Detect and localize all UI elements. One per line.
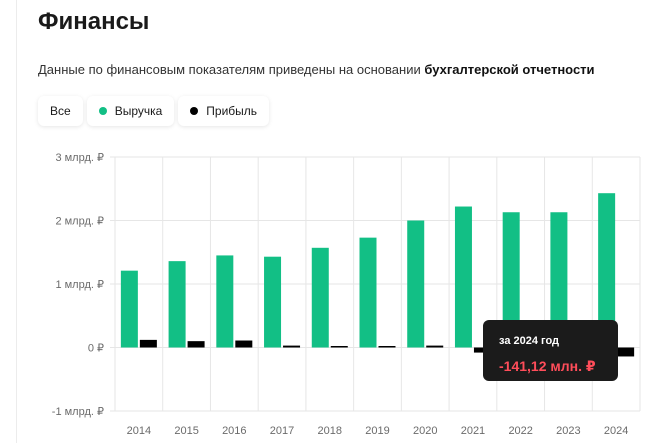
x-tick-label: 2022 [508,425,532,437]
x-tick-label: 2019 [365,425,389,437]
subtitle-text: Данные по финансовым показателям приведе… [38,62,425,77]
tooltip-period: за 2024 год [499,335,560,347]
y-tick-label: 3 млрд. ₽ [55,152,104,164]
profit-bar [283,345,301,348]
x-tick-label: 2018 [318,425,342,437]
x-tick-label: 2023 [556,425,580,437]
revenue-bar [598,193,616,348]
revenue-bar [264,256,282,348]
x-tick-label: 2015 [174,425,198,437]
profit-bar [235,340,253,348]
chart-tooltip: за 2024 год -141,12 млн. ₽ [483,320,618,381]
filter-profit-button[interactable]: Прибыль [178,96,270,126]
filter-revenue-button[interactable]: Выручка [86,96,175,126]
x-tick-label: 2014 [127,425,151,437]
profit-bar [617,347,635,357]
revenue-bar [454,206,472,348]
subtitle-link[interactable]: бухгалтерской отчетности [424,62,595,77]
profit-bar [473,347,491,353]
profit-bar [426,345,444,348]
revenue-bar [216,255,234,348]
x-tick-label: 2024 [604,425,628,437]
page-title: Финансы [38,8,150,35]
filter-all-button[interactable]: Все [38,96,83,126]
y-tick-label: 2 млрд. ₽ [55,216,104,228]
filter-profit-label: Прибыль [206,104,258,118]
profit-bar [330,346,348,348]
y-tick-label: 0 ₽ [88,343,104,355]
revenue-bar [550,212,568,348]
x-tick-label: 2017 [270,425,294,437]
revenue-bar [407,220,425,348]
profit-bar [378,346,396,348]
series-filters: Все Выручка Прибыль [38,96,270,126]
revenue-bar [359,237,377,348]
revenue-bar [120,270,138,348]
x-tick-label: 2020 [413,425,437,437]
revenue-dot-icon [98,107,107,115]
profit-dot-icon [190,107,199,115]
tooltip-value: -141,12 млн. ₽ [499,358,596,374]
profit-bar [139,339,157,348]
filter-all-label: Все [50,104,71,118]
page-subtitle: Данные по финансовым показателям приведе… [38,62,595,77]
revenue-bar [502,212,520,348]
y-tick-label: 1 млрд. ₽ [55,279,104,291]
revenue-bar [168,261,186,348]
revenue-bar [311,247,329,348]
profit-bar [187,341,205,348]
filter-revenue-label: Выручка [114,104,163,118]
y-tick-label: -1 млрд. ₽ [52,406,104,418]
x-tick-label: 2016 [222,425,246,437]
x-tick-label: 2021 [461,425,485,437]
left-rule [16,0,17,443]
